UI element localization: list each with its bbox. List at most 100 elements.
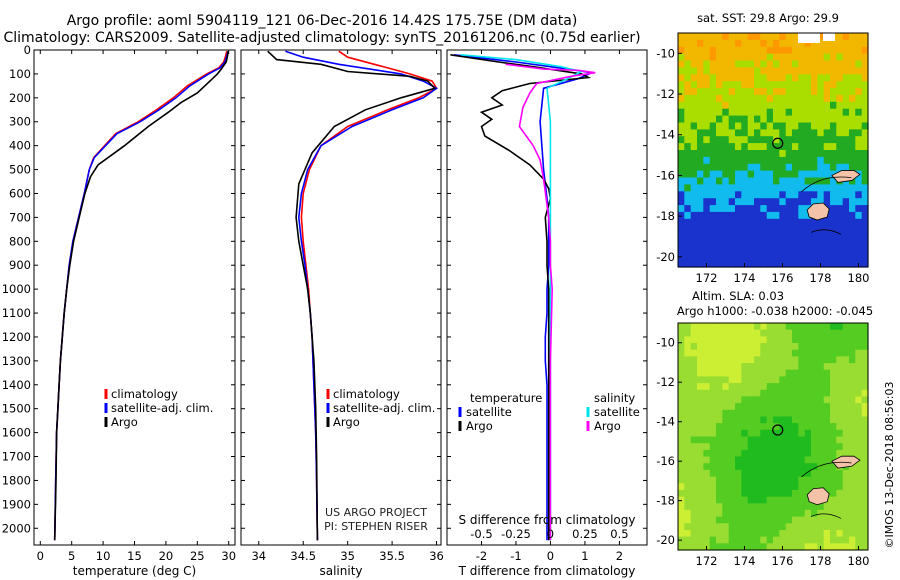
map-cell: [697, 136, 704, 144]
map-cell: [792, 170, 799, 179]
map-cell: [836, 383, 844, 391]
map-cell: [855, 396, 863, 404]
map-cell: [779, 336, 787, 344]
map-cell: [766, 369, 774, 377]
map-cell: [861, 156, 869, 165]
map-cell: [779, 329, 787, 337]
map-cell: [697, 211, 704, 220]
map-cell: [754, 503, 761, 511]
map-cell: [754, 225, 761, 234]
map-cell: [804, 496, 812, 504]
map-cell: [811, 129, 818, 137]
map-cell: [823, 260, 831, 268]
map-cell: [779, 323, 787, 331]
map-cell: [798, 516, 806, 524]
map-cell: [722, 469, 730, 478]
map-cell: [754, 349, 761, 357]
map-cell: [690, 184, 698, 192]
map-cell: [684, 363, 692, 371]
map-cell: [678, 523, 685, 531]
map-cell: [716, 503, 723, 511]
map-cell: [779, 489, 787, 498]
map-cell: [716, 429, 723, 438]
map-cell: [684, 396, 692, 404]
map-cell: [792, 191, 799, 199]
map-cell: [684, 329, 692, 337]
map-cell: [811, 232, 818, 241]
map-cell: [811, 503, 818, 511]
map-cell: [678, 516, 685, 524]
map-cell: [855, 536, 863, 544]
map-cell: [722, 329, 730, 337]
map-cell: [766, 108, 774, 117]
map-cell: [760, 423, 768, 431]
map-cell: [842, 476, 850, 484]
map-cell: [747, 88, 755, 96]
map-cell: [678, 101, 685, 110]
map-cell: [798, 232, 806, 241]
map-cell: [716, 163, 723, 172]
map-cell: [703, 94, 711, 103]
map-cell: [722, 536, 730, 544]
map-cell: [861, 443, 869, 451]
map-cell: [792, 260, 799, 268]
map-cell: [823, 232, 831, 241]
map-cell: [741, 211, 749, 220]
map-cell: [842, 88, 850, 96]
map-cell: [722, 323, 730, 331]
map-cell: [716, 436, 723, 444]
legend-label: climatology: [111, 387, 178, 401]
map-cell: [741, 323, 749, 331]
map-cell: [811, 463, 818, 471]
map-cell: [779, 246, 787, 254]
map-cell: [792, 383, 799, 391]
map-cell: [735, 329, 742, 337]
map-cell: [722, 205, 730, 213]
map-cell: [785, 253, 793, 261]
map-cell: [703, 443, 711, 451]
map-cell: [697, 496, 704, 504]
map-cell: [703, 456, 711, 464]
map-cell: [722, 383, 730, 391]
map-cell: [703, 509, 711, 518]
map-cell: [785, 383, 793, 391]
map-cell: [747, 46, 755, 55]
map-cell: [779, 170, 787, 179]
map-cell: [697, 543, 704, 551]
map-cell: [766, 74, 774, 82]
map-cell: [798, 356, 806, 364]
map-cell: [722, 170, 730, 179]
map-cell: [716, 191, 723, 199]
map-cell: [849, 101, 856, 110]
map-cell: [684, 423, 692, 431]
map-cell: [703, 469, 711, 478]
map-cell: [722, 115, 730, 124]
map-cell: [785, 423, 793, 431]
map-cell: [804, 246, 812, 254]
map-cell: [678, 143, 685, 151]
map-cell: [741, 101, 749, 110]
map-cell: [684, 496, 692, 504]
map-cell: [716, 530, 723, 538]
map-cell: [785, 122, 793, 130]
map-cell: [773, 409, 780, 418]
map-cell: [741, 489, 749, 498]
map-cell: [735, 170, 742, 179]
map-cell: [722, 456, 730, 464]
map-cell: [716, 232, 723, 241]
map-cell: [855, 67, 863, 75]
map-cell: [735, 516, 742, 524]
map-cell: [792, 389, 799, 398]
map-cell: [760, 483, 768, 491]
map-cell: [804, 423, 812, 431]
map-cell: [842, 356, 850, 364]
map-cell: [735, 356, 742, 364]
map-cell: [747, 443, 755, 451]
map-cell: [678, 476, 685, 484]
map-cell: [760, 218, 768, 227]
map-cell: [735, 443, 742, 451]
x-tick-label: 172: [696, 271, 718, 285]
map-cell: [716, 416, 723, 424]
x-tick-label: 180: [848, 554, 870, 568]
s-tick-label: -0.25: [501, 527, 531, 541]
